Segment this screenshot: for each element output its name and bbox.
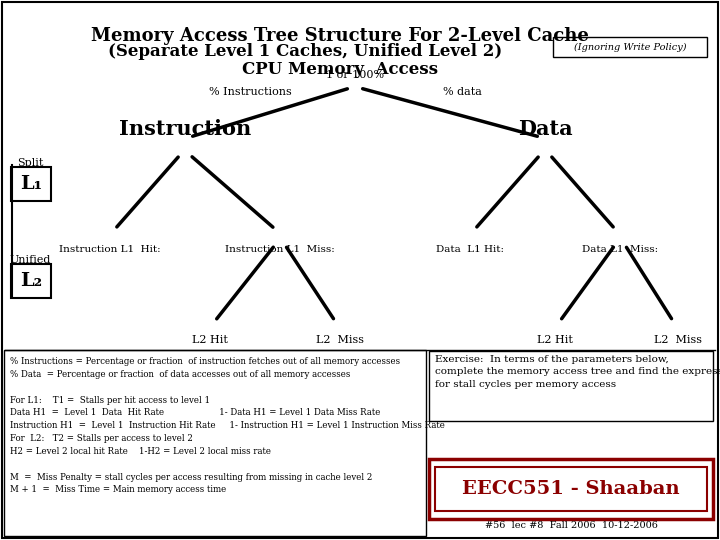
- FancyBboxPatch shape: [4, 350, 426, 536]
- Text: 1 or 100%: 1 or 100%: [326, 70, 384, 80]
- FancyBboxPatch shape: [553, 37, 707, 57]
- Text: CPU Memory  Access: CPU Memory Access: [242, 61, 438, 78]
- Text: Unified: Unified: [9, 255, 50, 265]
- FancyBboxPatch shape: [435, 467, 707, 511]
- Text: (Separate Level 1 Caches, Unified Level 2): (Separate Level 1 Caches, Unified Level …: [108, 43, 502, 60]
- Text: L₂: L₂: [20, 272, 42, 290]
- Text: #56  lec #8  Fall 2006  10-12-2006: #56 lec #8 Fall 2006 10-12-2006: [485, 521, 657, 530]
- Text: L2 Hit: L2 Hit: [537, 335, 573, 345]
- Text: Exercise:  In terms of the parameters below,
complete the memory access tree and: Exercise: In terms of the parameters bel…: [435, 355, 720, 389]
- Text: L2 Hit: L2 Hit: [192, 335, 228, 345]
- FancyBboxPatch shape: [429, 351, 713, 421]
- Text: L₁: L₁: [20, 175, 42, 193]
- Text: Data  L1 Hit:: Data L1 Hit:: [436, 245, 504, 254]
- Text: Data: Data: [518, 119, 572, 139]
- Text: % Instructions = Percentage or fraction  of instruction fetches out of all memor: % Instructions = Percentage or fraction …: [10, 357, 445, 495]
- Text: % Instructions: % Instructions: [209, 87, 292, 97]
- FancyBboxPatch shape: [11, 264, 51, 298]
- Text: Data L1  Miss:: Data L1 Miss:: [582, 245, 658, 254]
- Text: Memory Access Tree Structure For 2-Level Cache: Memory Access Tree Structure For 2-Level…: [91, 27, 589, 45]
- Text: L2  Miss: L2 Miss: [654, 335, 702, 345]
- Text: L2  Miss: L2 Miss: [316, 335, 364, 345]
- FancyBboxPatch shape: [429, 459, 713, 519]
- Text: (Ignoring Write Policy): (Ignoring Write Policy): [574, 43, 686, 51]
- Text: EECC551 - Shaaban: EECC551 - Shaaban: [462, 480, 680, 498]
- Text: Split: Split: [17, 158, 43, 168]
- FancyBboxPatch shape: [11, 167, 51, 201]
- Text: % data: % data: [443, 87, 482, 97]
- Text: Instruction L1  Miss:: Instruction L1 Miss:: [225, 245, 335, 254]
- Text: Instruction: Instruction: [119, 119, 251, 139]
- Text: Instruction L1  Hit:: Instruction L1 Hit:: [59, 245, 161, 254]
